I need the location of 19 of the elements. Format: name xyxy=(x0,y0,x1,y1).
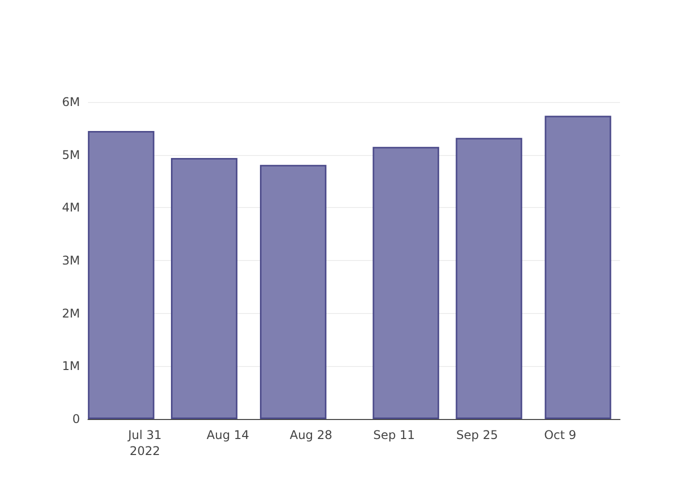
x-tick-label: Jul 31 2022 xyxy=(127,428,162,458)
x-tick-label: Oct 9 xyxy=(544,428,576,442)
bar xyxy=(170,158,238,419)
y-tick-label: 4M xyxy=(62,200,80,215)
y-tick-label: 6M xyxy=(62,95,80,109)
y-tick-label: 5M xyxy=(62,148,80,162)
bar xyxy=(88,131,154,419)
x-tick-label: Aug 14 xyxy=(206,428,250,442)
x-tick-label: Sep 11 xyxy=(373,428,415,442)
bar xyxy=(260,164,326,419)
bar xyxy=(544,116,612,419)
y-tick-label: 0 xyxy=(72,412,80,426)
bar xyxy=(456,138,522,419)
y-tick-label: 1M xyxy=(62,359,80,374)
bar xyxy=(372,146,440,419)
y-tick-label: 2M xyxy=(62,306,80,320)
y-tick-label: 3M xyxy=(62,254,80,268)
x-tick-label: Sep 25 xyxy=(456,428,498,442)
x-tick-label: Aug 28 xyxy=(290,428,332,442)
